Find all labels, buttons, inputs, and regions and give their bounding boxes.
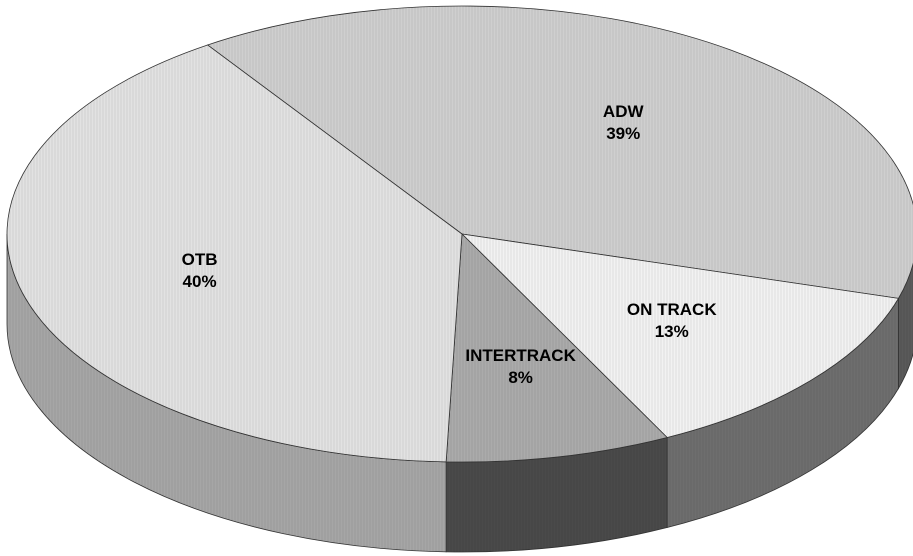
slice-value-label: 39% — [606, 124, 640, 143]
pie-slice-hatch — [207, 6, 913, 299]
slice-label: ON TRACK — [627, 300, 717, 319]
pie-slice-hatch — [446, 234, 668, 462]
slice-value-label: 8% — [508, 368, 533, 387]
pie-side-hatch — [7, 234, 447, 552]
slice-label: ADW — [603, 102, 645, 121]
pie-slice-hatch — [6, 44, 463, 462]
slice-label: OTB — [182, 250, 218, 269]
slice-label: INTERTRACK — [465, 346, 576, 365]
pie-slice-hatch — [462, 234, 899, 438]
slice-value-label: 13% — [655, 322, 689, 341]
pie-side-hatch — [667, 298, 899, 528]
pie-side-hatch — [898, 263, 913, 389]
pie-side-hatch — [446, 437, 668, 552]
slice-value-label: 40% — [183, 272, 217, 291]
